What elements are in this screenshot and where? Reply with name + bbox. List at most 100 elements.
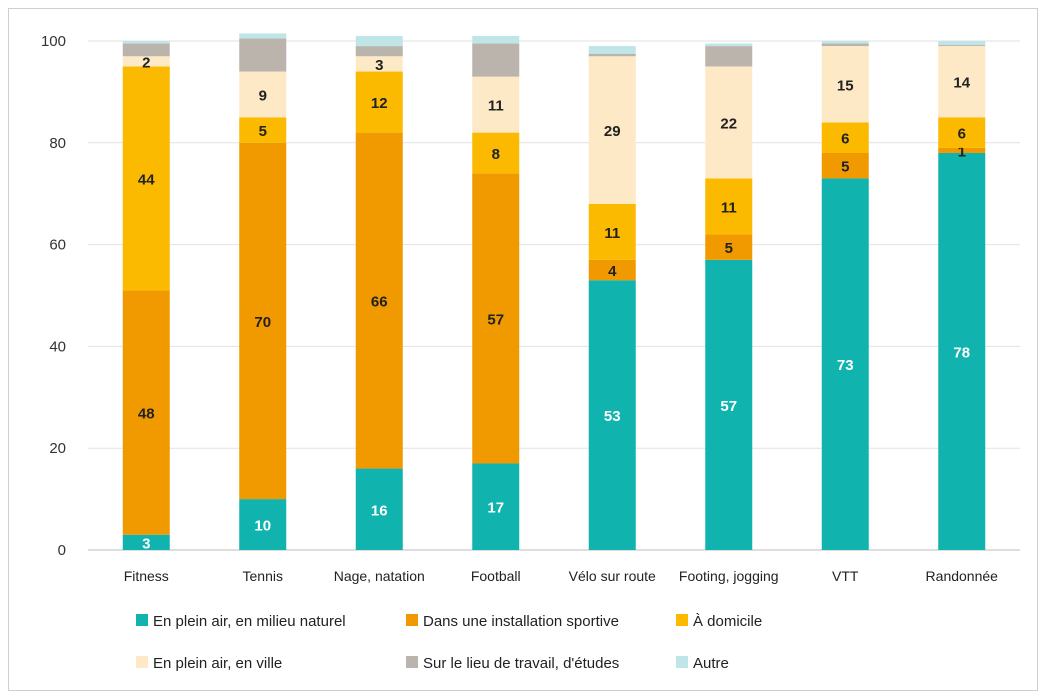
- data-label: 70: [254, 314, 271, 331]
- bar-segment: [122, 66, 170, 291]
- bar-segment: [588, 280, 636, 550]
- bar-segment: [472, 43, 520, 77]
- bar-segment: [122, 56, 170, 67]
- data-label: 1: [958, 143, 966, 160]
- x-category-label: Fitness: [124, 568, 169, 584]
- data-label: 78: [953, 344, 970, 361]
- x-category-label: Randonnée: [926, 568, 999, 584]
- data-label: 44: [138, 171, 155, 188]
- x-category-label: Nage, natation: [334, 568, 425, 584]
- legend-swatch: [406, 656, 418, 668]
- data-label: 5: [725, 240, 733, 257]
- data-label: 53: [604, 408, 621, 425]
- data-label: 2: [142, 54, 150, 71]
- legend-label: À domicile: [693, 613, 762, 630]
- x-category-label: VTT: [832, 568, 859, 584]
- bar-segment: [239, 38, 287, 72]
- legend-label: En plein air, en milieu naturel: [153, 613, 346, 630]
- bar-segment: [705, 234, 753, 260]
- bar-segment: [821, 43, 869, 47]
- bar-segment: [122, 534, 170, 550]
- bar-segment: [588, 203, 636, 260]
- bar-segment: [472, 463, 520, 550]
- data-label: 73: [837, 357, 854, 374]
- bar-segment: [821, 46, 869, 123]
- data-label: 5: [259, 123, 267, 140]
- data-label: 11: [488, 98, 504, 115]
- y-tick-label: 40: [49, 338, 66, 355]
- data-label: 17: [487, 500, 504, 517]
- bar-segment: [355, 132, 403, 469]
- bar-segment: [355, 468, 403, 550]
- bar-segment: [821, 152, 869, 179]
- y-tick-label: 80: [49, 135, 66, 152]
- data-label: 57: [720, 398, 737, 415]
- bar-segment: [705, 259, 753, 550]
- data-label: 14: [953, 75, 970, 92]
- bar-segment: [239, 117, 287, 143]
- data-label: 3: [142, 535, 150, 552]
- x-category-label: Tennis: [243, 568, 283, 584]
- bar-segment: [588, 53, 636, 57]
- y-tick-label: 60: [49, 237, 66, 254]
- legend-label: Autre: [693, 655, 729, 672]
- data-label: 15: [837, 77, 854, 94]
- y-tick-label: 0: [58, 542, 66, 559]
- bar-segment: [821, 41, 869, 44]
- bar-segment: [821, 122, 869, 153]
- bar-segment: [239, 142, 287, 500]
- legend-swatch: [406, 614, 418, 626]
- bar-segment: [705, 46, 753, 67]
- legend-label: En plein air, en ville: [153, 655, 282, 672]
- data-label: 48: [138, 406, 155, 423]
- bar-segment: [938, 41, 986, 46]
- bar-segment: [472, 76, 520, 133]
- data-label: 6: [958, 126, 966, 143]
- data-label: 11: [604, 225, 620, 242]
- bar-segment: [821, 178, 869, 550]
- bar-segment: [588, 46, 636, 54]
- data-label: 29: [604, 123, 621, 140]
- bar-segment: [588, 56, 636, 204]
- data-label: 12: [371, 95, 388, 112]
- data-label: 9: [259, 87, 267, 104]
- data-label: 10: [254, 518, 271, 535]
- bar-segment: [938, 46, 986, 118]
- data-label: 22: [720, 115, 737, 132]
- data-label: 8: [492, 146, 500, 163]
- x-category-label: Football: [471, 568, 521, 584]
- bar-segment: [705, 178, 753, 235]
- bar-segment: [122, 41, 170, 44]
- bar-segment: [705, 43, 753, 47]
- data-label: 16: [371, 502, 388, 519]
- data-label: 11: [721, 199, 737, 216]
- bar-segment: [355, 35, 403, 47]
- bar-segment: [588, 259, 636, 281]
- bar-segment: [938, 152, 986, 551]
- bar-segment: [938, 117, 986, 148]
- bar-segment: [938, 147, 986, 153]
- legend-label: Sur le lieu de travail, d'études: [423, 655, 619, 672]
- bar-segment: [355, 46, 403, 57]
- bar-segment: [705, 66, 753, 179]
- bar-segment: [122, 43, 170, 57]
- data-label: 6: [841, 131, 849, 148]
- data-label: 5: [841, 159, 849, 176]
- data-label: 57: [487, 311, 504, 328]
- bar-segment: [938, 45, 986, 47]
- bar-segment: [239, 499, 287, 550]
- bar-segment: [239, 71, 287, 118]
- y-tick-label: 100: [41, 33, 66, 50]
- bar-segment: [472, 173, 520, 464]
- bar-segment: [472, 132, 520, 174]
- data-label: 66: [371, 294, 388, 311]
- data-label: 3: [375, 57, 383, 74]
- legend-label: Dans une installation sportive: [423, 613, 619, 630]
- bar-segment: [355, 71, 403, 133]
- x-category-label: Footing, jogging: [679, 568, 779, 584]
- x-category-label: Vélo sur route: [569, 568, 656, 584]
- legend-swatch: [136, 656, 148, 668]
- y-tick-label: 20: [49, 440, 66, 457]
- bar-segment: [355, 56, 403, 72]
